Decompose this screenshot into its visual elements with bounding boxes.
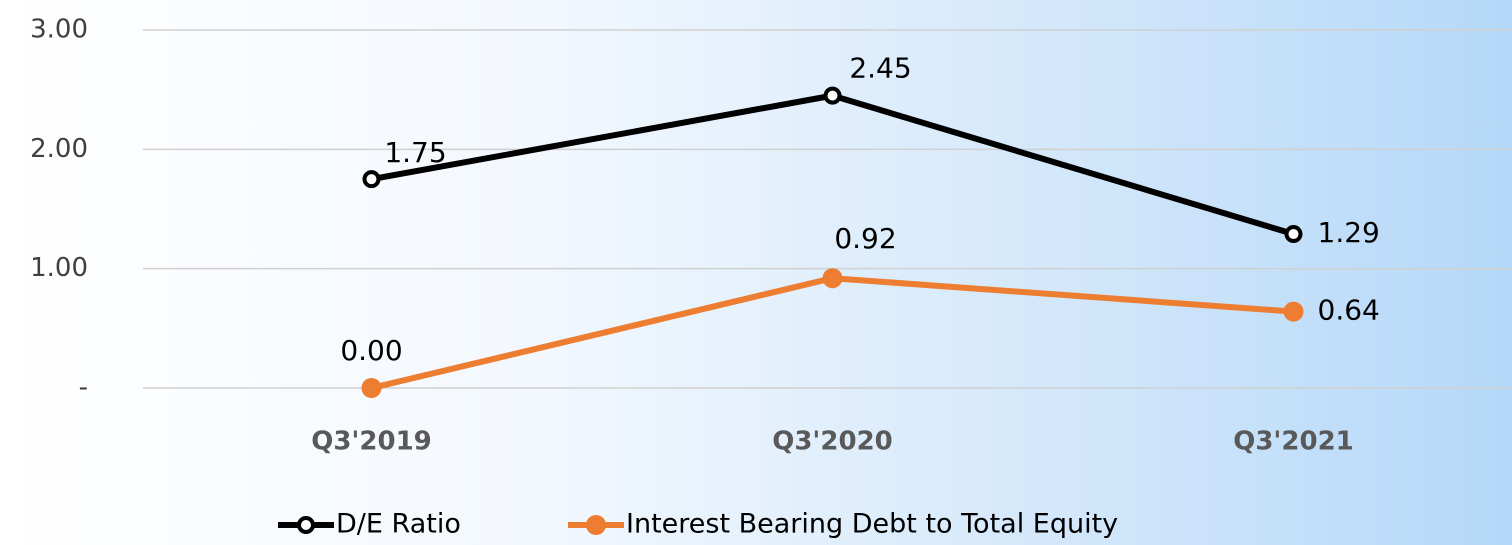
legend-label: D/E Ratio xyxy=(336,509,461,540)
y-tick-label: 3.00 xyxy=(30,15,88,45)
data-label: 0.92 xyxy=(834,222,896,255)
x-tick-label: Q3'2019 xyxy=(311,427,432,457)
data-point xyxy=(1283,301,1304,322)
data-point xyxy=(823,86,842,105)
data-label: 2.45 xyxy=(849,52,911,85)
y-tick-label: - xyxy=(79,373,88,403)
data-label: 1.75 xyxy=(384,136,446,169)
y-tick-label: 1.00 xyxy=(30,253,88,283)
legend-marker xyxy=(297,516,315,534)
data-point xyxy=(362,170,381,189)
x-tick-label: Q3'2021 xyxy=(1233,427,1354,457)
data-point xyxy=(1284,225,1303,244)
data-label: 0.00 xyxy=(340,334,402,367)
data-label: 0.64 xyxy=(1318,294,1380,327)
legend-label: Interest Bearing Debt to Total Equity xyxy=(626,509,1118,540)
data-point xyxy=(822,268,843,289)
data-label: 1.29 xyxy=(1318,216,1380,249)
series-line xyxy=(370,275,1294,391)
data-point xyxy=(361,378,382,398)
series-line xyxy=(370,92,1295,237)
y-tick-label: 2.00 xyxy=(30,134,88,164)
x-tick-label: Q3'2020 xyxy=(772,427,893,457)
legend-marker xyxy=(586,515,606,535)
